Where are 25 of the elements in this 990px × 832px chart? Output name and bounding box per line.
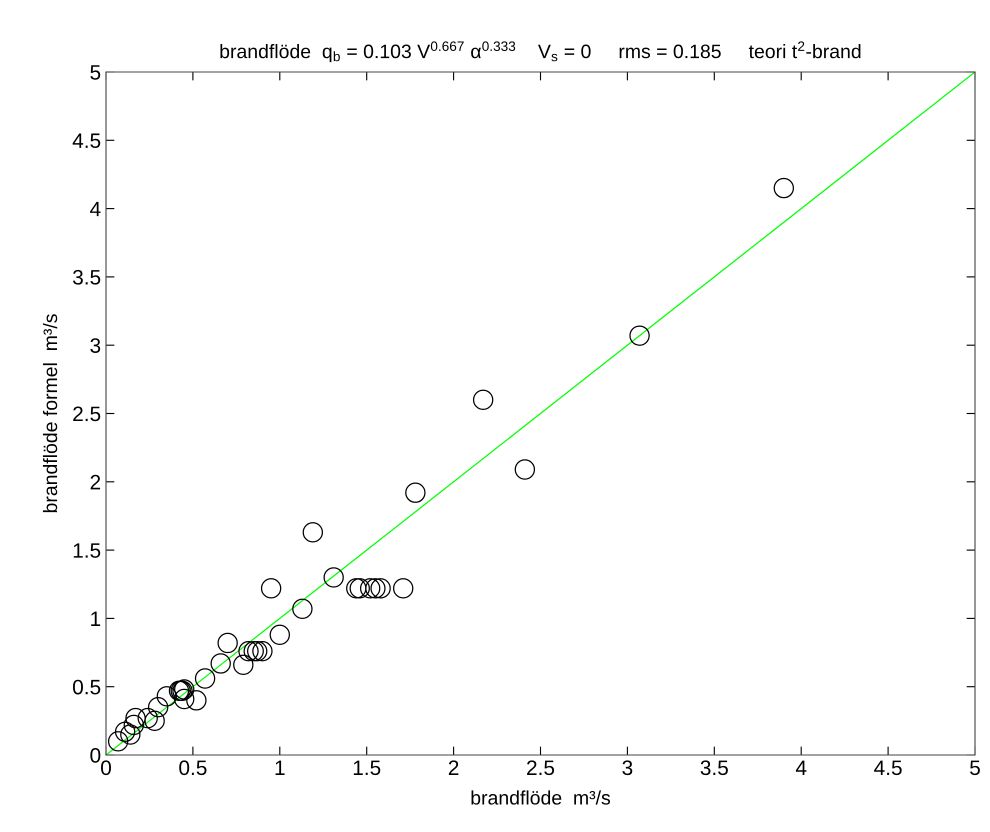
y-tick-label: 2.5 <box>73 406 100 422</box>
x-tick-label: 2.5 <box>527 760 554 776</box>
x-tick-label: 2 <box>448 760 458 775</box>
y-tick-label: 3.5 <box>72 270 100 285</box>
y-tick-label: 5 <box>90 65 100 80</box>
y-tick-label: 1 <box>91 612 100 626</box>
x-tick-label: 3.5 <box>700 760 728 776</box>
x-tick-label: 1 <box>276 760 285 775</box>
x-tick-label: 4.5 <box>874 760 902 776</box>
y-tick-label: 1.5 <box>74 543 100 558</box>
x-tick-label: 3 <box>622 760 632 776</box>
x-tick-label: 0.5 <box>179 760 207 776</box>
y-axis-title: brandflöde formel m³/s <box>42 314 58 512</box>
x-tick-label: 1.5 <box>354 760 380 776</box>
y-tick-label: 2 <box>90 474 100 490</box>
y-tick-label: 0.5 <box>72 680 100 694</box>
y-tick-label: 3 <box>90 338 100 353</box>
x-tick-label: 0 <box>101 760 111 776</box>
chart-title: brandflöde q$_{b}$ = 0.103 V$^{0.667}$ α$^{0.333}$ V$_{s}$ = 0 rms = 0.185 teori t$^{2}$-brand <box>220 41 860 62</box>
y-tick-label: 4 <box>90 202 101 216</box>
x-tick-label: 4 <box>796 760 806 775</box>
x-tick-label: 5 <box>970 760 980 776</box>
y-tick-label: 4.5 <box>72 134 100 148</box>
y-tick-label: 0 <box>90 748 100 763</box>
x-axis-title: brandflöde m³/s <box>472 790 610 805</box>
